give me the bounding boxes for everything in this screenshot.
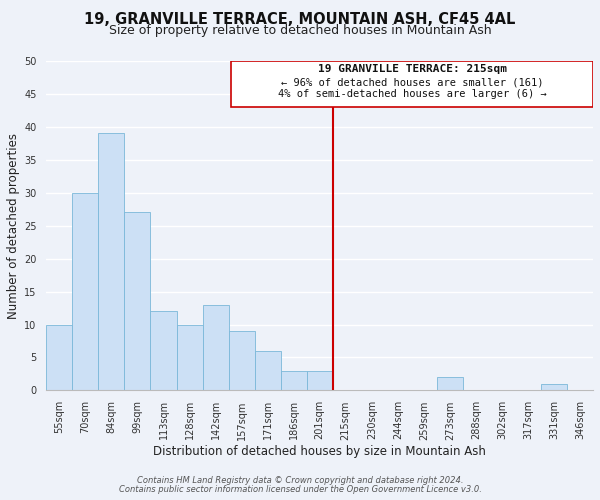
Text: 19, GRANVILLE TERRACE, MOUNTAIN ASH, CF45 4AL: 19, GRANVILLE TERRACE, MOUNTAIN ASH, CF4…	[85, 12, 515, 28]
FancyBboxPatch shape	[231, 61, 593, 107]
Bar	[151, 312, 176, 390]
Bar	[229, 331, 254, 390]
Bar	[124, 212, 151, 390]
Text: Contains HM Land Registry data © Crown copyright and database right 2024.: Contains HM Land Registry data © Crown c…	[137, 476, 463, 485]
Text: Contains public sector information licensed under the Open Government Licence v3: Contains public sector information licen…	[119, 485, 481, 494]
Text: 19 GRANVILLE TERRACE: 215sqm: 19 GRANVILLE TERRACE: 215sqm	[317, 64, 506, 74]
Text: 4% of semi-detached houses are larger (6) →: 4% of semi-detached houses are larger (6…	[278, 88, 547, 99]
Y-axis label: Number of detached properties: Number of detached properties	[7, 132, 20, 318]
Bar	[46, 324, 73, 390]
Bar	[541, 384, 567, 390]
Bar	[307, 370, 333, 390]
Text: ← 96% of detached houses are smaller (161): ← 96% of detached houses are smaller (16…	[281, 78, 544, 88]
Bar	[98, 134, 124, 390]
Bar	[254, 351, 281, 391]
Bar	[281, 370, 307, 390]
X-axis label: Distribution of detached houses by size in Mountain Ash: Distribution of detached houses by size …	[153, 445, 486, 458]
Bar	[203, 304, 229, 390]
Bar	[73, 192, 98, 390]
Bar	[176, 324, 203, 390]
Bar	[437, 377, 463, 390]
Text: Size of property relative to detached houses in Mountain Ash: Size of property relative to detached ho…	[109, 24, 491, 37]
